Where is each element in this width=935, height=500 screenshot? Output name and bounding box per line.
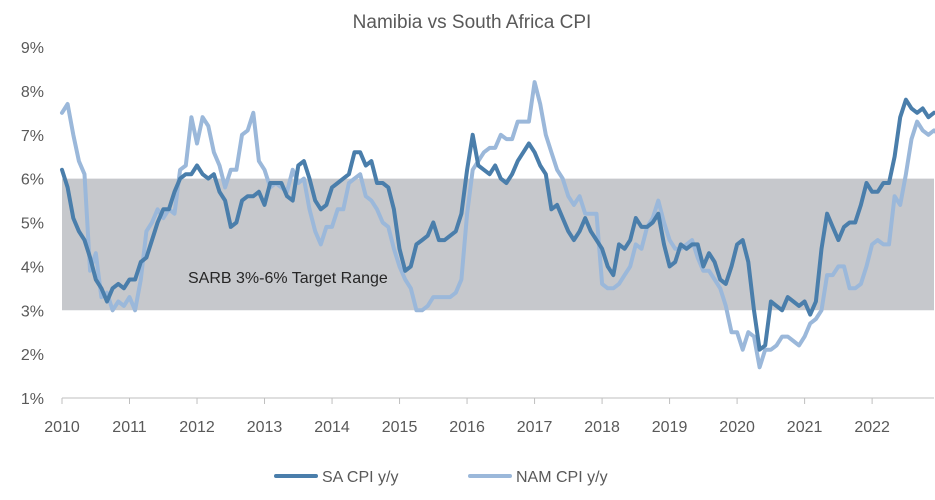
x-tick-label: 2021 — [787, 419, 823, 436]
chart-title: Namibia vs South Africa CPI — [353, 12, 592, 33]
y-tick-label: 9% — [21, 40, 44, 57]
x-tick-label: 2011 — [112, 419, 147, 436]
axes-layer: 1% 2% 3% 4% 5% 6% 7% 8% 9% 2010 2011 2012 2013 2014 20… — [21, 40, 934, 436]
series-line-nam-cpi — [60, 80, 935, 370]
x-tick-label: 2022 — [854, 419, 890, 436]
y-tick-label: 6% — [21, 172, 44, 189]
x-tick-label: 2010 — [44, 419, 80, 436]
y-tick-label: 1% — [21, 391, 44, 408]
y-tick-label: 7% — [21, 128, 44, 145]
legend: SA CPI y/y NAM CPI y/y — [274, 469, 608, 486]
legend-label: SA CPI y/y — [322, 469, 398, 486]
target-range-label: SARB 3%-6% Target Range — [188, 270, 388, 287]
series-line-sa-cpi — [60, 97, 935, 352]
legend-label: NAM CPI y/y — [516, 469, 608, 486]
x-tick-label: 2015 — [382, 419, 418, 436]
x-tick-label: 2019 — [652, 419, 688, 436]
y-tick-label: 4% — [21, 259, 44, 276]
x-tick-label: 2020 — [719, 419, 755, 436]
series-layer — [60, 80, 935, 370]
y-tick-label: 3% — [21, 303, 44, 320]
target-range-band — [62, 178, 934, 311]
x-tick-label: 2018 — [584, 419, 620, 436]
x-tick-label: 2016 — [449, 419, 485, 436]
x-tick-label: 2012 — [179, 419, 215, 436]
y-tick-label: 2% — [21, 347, 44, 364]
y-tick-label: 8% — [21, 84, 44, 101]
x-tick-label: 2013 — [247, 419, 283, 436]
y-tick-label: 5% — [21, 216, 44, 233]
x-tick-label: 2017 — [517, 419, 553, 436]
target-range-layer — [62, 178, 934, 311]
x-tick-label: 2014 — [314, 419, 350, 436]
